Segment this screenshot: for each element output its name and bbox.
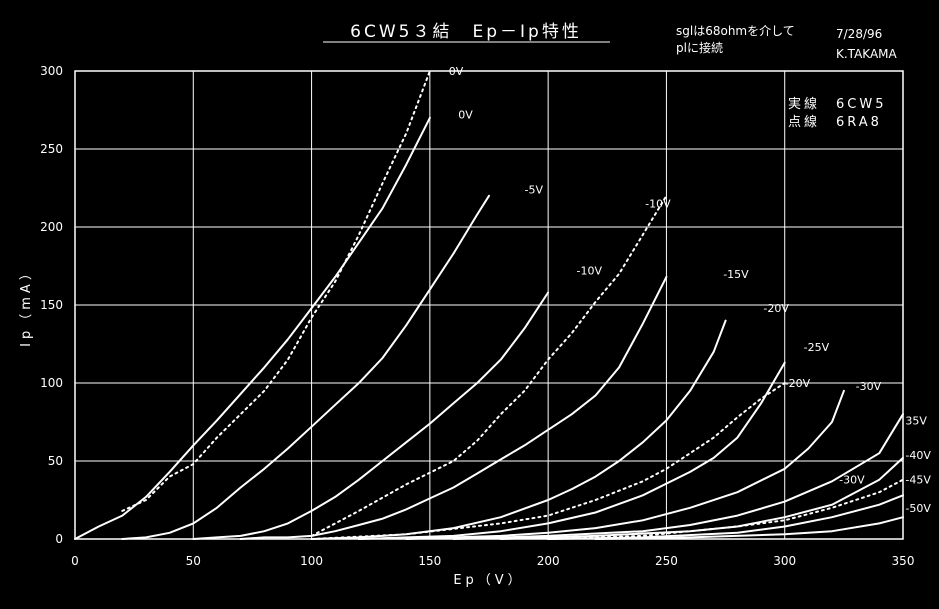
x-tick-label: 250 — [655, 554, 678, 568]
solid-curve — [405, 389, 845, 540]
curve-label: 0V — [449, 65, 464, 78]
note-line-1: sglは68ohmを介して — [676, 24, 795, 38]
curve-label: -5V — [524, 184, 543, 197]
curve-label: -20V — [763, 302, 789, 315]
y-tick-label: 200 — [40, 220, 63, 234]
note-line-2: plに接続 — [676, 40, 723, 55]
date-label: 7/28/96 — [836, 27, 882, 41]
x-tick-label: 100 — [300, 554, 323, 568]
curve-label: 0V — [458, 109, 473, 122]
x-tick-label: 300 — [773, 554, 796, 568]
y-tick-label: 100 — [40, 376, 63, 390]
x-tick-label: 0 — [71, 554, 79, 568]
curve-label: -50V — [905, 502, 931, 515]
curve-label: -20V — [785, 377, 811, 390]
solid-curve — [192, 291, 550, 540]
curve-label: -25V — [804, 341, 830, 354]
y-tick-label: 50 — [48, 454, 63, 468]
y-tick-label: 300 — [40, 64, 63, 78]
curve-labels: 0V 0V -5V -10V -10V -15V -20V -25V -20V -30V 35V -4… — [449, 65, 932, 515]
y-tick-label: 0 — [55, 532, 63, 546]
author-label: K.TAKAMA — [836, 47, 898, 61]
x-axis-label: Ep（V） — [453, 573, 524, 588]
y-tick-label: 250 — [40, 142, 63, 156]
curve-label: -10V — [577, 265, 603, 278]
curve-label: -30V — [856, 380, 882, 393]
curve-label: -40V — [905, 449, 931, 462]
chart-title: 6CW5３結 Ep－Ip特性 — [350, 22, 582, 42]
x-tick-label: 350 — [892, 554, 915, 568]
solid-curve — [121, 194, 490, 540]
y-axis-label: Ip（mA） — [19, 263, 34, 347]
x-tick-label: 50 — [186, 554, 201, 568]
y-tick-label: 150 — [40, 298, 63, 312]
dotted-curve — [310, 382, 786, 540]
curve-label: -30V — [839, 474, 865, 487]
curve-label: -45V — [905, 474, 931, 487]
dotted-curve — [547, 478, 904, 540]
solid-curve — [452, 413, 904, 540]
dotted-curve — [310, 194, 668, 537]
legend-line-2: 点線 6RA8 — [788, 114, 882, 130]
grid — [74, 70, 904, 540]
x-tick-label: 150 — [418, 554, 441, 568]
solid-curve — [499, 456, 904, 540]
dotted-curve — [121, 70, 431, 512]
x-tick-label: 200 — [537, 554, 560, 568]
solid-curve — [594, 516, 904, 540]
tick-labels: 0 50 100 150 200 250 300 350 0 50 100 150 200 250 300 — [40, 64, 914, 568]
solid-curve — [357, 361, 786, 540]
curve-label: -15V — [723, 268, 749, 281]
curve-label: -10V — [645, 198, 671, 211]
curve-label: 35V — [905, 414, 927, 427]
curves — [74, 70, 904, 540]
solid-curve — [74, 116, 431, 540]
legend-line-1: 実線 6CW5 — [788, 96, 886, 112]
solid-curve — [310, 319, 727, 540]
